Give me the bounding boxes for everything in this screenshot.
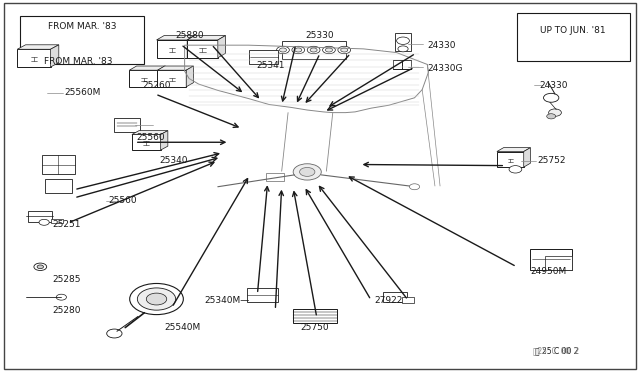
Text: 25880: 25880 — [175, 31, 204, 40]
Bar — [247, 288, 278, 302]
Bar — [250, 50, 278, 64]
Text: ⤵ 25 C 00 2: ⤵ 25 C 00 2 — [534, 346, 578, 355]
Circle shape — [397, 37, 410, 44]
Polygon shape — [187, 36, 195, 58]
Polygon shape — [187, 36, 225, 40]
Bar — [383, 292, 408, 302]
Polygon shape — [129, 66, 165, 70]
Text: 25560: 25560 — [137, 132, 165, 142]
Bar — [531, 248, 572, 270]
Circle shape — [547, 114, 556, 119]
Text: 27922: 27922 — [375, 296, 403, 305]
Circle shape — [292, 46, 305, 54]
Text: 25340: 25340 — [159, 156, 188, 165]
Text: UP TO JUN. '81: UP TO JUN. '81 — [540, 26, 605, 35]
Text: 24950M: 24950M — [531, 267, 567, 276]
Bar — [42, 155, 75, 174]
Text: 25251: 25251 — [52, 221, 81, 230]
Circle shape — [39, 219, 49, 225]
Text: 25330: 25330 — [306, 31, 334, 40]
Text: 25280: 25280 — [52, 306, 81, 315]
Bar — [157, 70, 186, 87]
Bar — [17, 49, 51, 67]
Text: 25285: 25285 — [52, 275, 81, 284]
Bar — [132, 135, 161, 150]
Circle shape — [338, 46, 351, 54]
Circle shape — [34, 263, 47, 270]
Bar — [28, 211, 52, 222]
Polygon shape — [17, 45, 59, 49]
Text: 25341: 25341 — [256, 61, 284, 70]
Bar — [266, 173, 284, 181]
Circle shape — [340, 48, 348, 52]
Circle shape — [130, 283, 183, 315]
Bar — [20, 16, 145, 64]
Bar — [115, 118, 140, 132]
Bar — [293, 310, 337, 324]
Circle shape — [410, 184, 420, 190]
Polygon shape — [157, 36, 195, 40]
Circle shape — [398, 46, 408, 52]
Text: 25750: 25750 — [301, 323, 329, 332]
Circle shape — [147, 293, 167, 305]
Bar — [157, 40, 187, 58]
Text: ͙25 C 00 2: ͙25 C 00 2 — [533, 346, 579, 355]
Bar — [497, 151, 524, 167]
Circle shape — [138, 288, 175, 310]
Text: 24330: 24330 — [540, 81, 568, 90]
Circle shape — [276, 46, 289, 54]
Polygon shape — [161, 131, 168, 150]
Text: 25340M—: 25340M— — [205, 296, 250, 305]
Text: 25560: 25560 — [108, 196, 136, 205]
Circle shape — [323, 46, 335, 54]
Text: FROM MAR. '83: FROM MAR. '83 — [47, 22, 116, 31]
Text: FROM MAR. '83: FROM MAR. '83 — [44, 57, 113, 66]
Circle shape — [56, 294, 67, 300]
Bar — [403, 297, 414, 304]
Text: 24330G: 24330G — [428, 64, 463, 73]
Circle shape — [280, 48, 287, 52]
Bar — [129, 70, 158, 87]
Polygon shape — [497, 148, 531, 151]
Text: 24330: 24330 — [428, 41, 456, 51]
Circle shape — [543, 93, 559, 102]
Bar — [545, 256, 572, 270]
Text: 25560M: 25560M — [65, 88, 101, 97]
Text: 25752: 25752 — [537, 156, 566, 165]
Circle shape — [325, 48, 332, 52]
Text: 25260: 25260 — [142, 81, 171, 90]
Polygon shape — [158, 66, 165, 87]
Bar — [51, 219, 63, 224]
Circle shape — [509, 166, 522, 173]
Polygon shape — [524, 148, 531, 167]
Bar — [516, 13, 630, 61]
Circle shape — [548, 109, 561, 116]
Circle shape — [310, 48, 317, 52]
Bar — [45, 179, 72, 193]
Polygon shape — [132, 131, 168, 135]
Text: 25540M: 25540M — [164, 323, 201, 332]
Polygon shape — [186, 66, 193, 87]
Circle shape — [293, 164, 321, 180]
Polygon shape — [51, 45, 59, 67]
Circle shape — [300, 167, 315, 176]
Circle shape — [37, 265, 44, 269]
Polygon shape — [218, 36, 225, 58]
Bar — [282, 41, 346, 59]
Bar — [395, 33, 411, 51]
Circle shape — [295, 48, 302, 52]
Bar — [187, 40, 218, 58]
Circle shape — [307, 46, 320, 54]
Circle shape — [107, 329, 122, 338]
Polygon shape — [157, 66, 193, 70]
